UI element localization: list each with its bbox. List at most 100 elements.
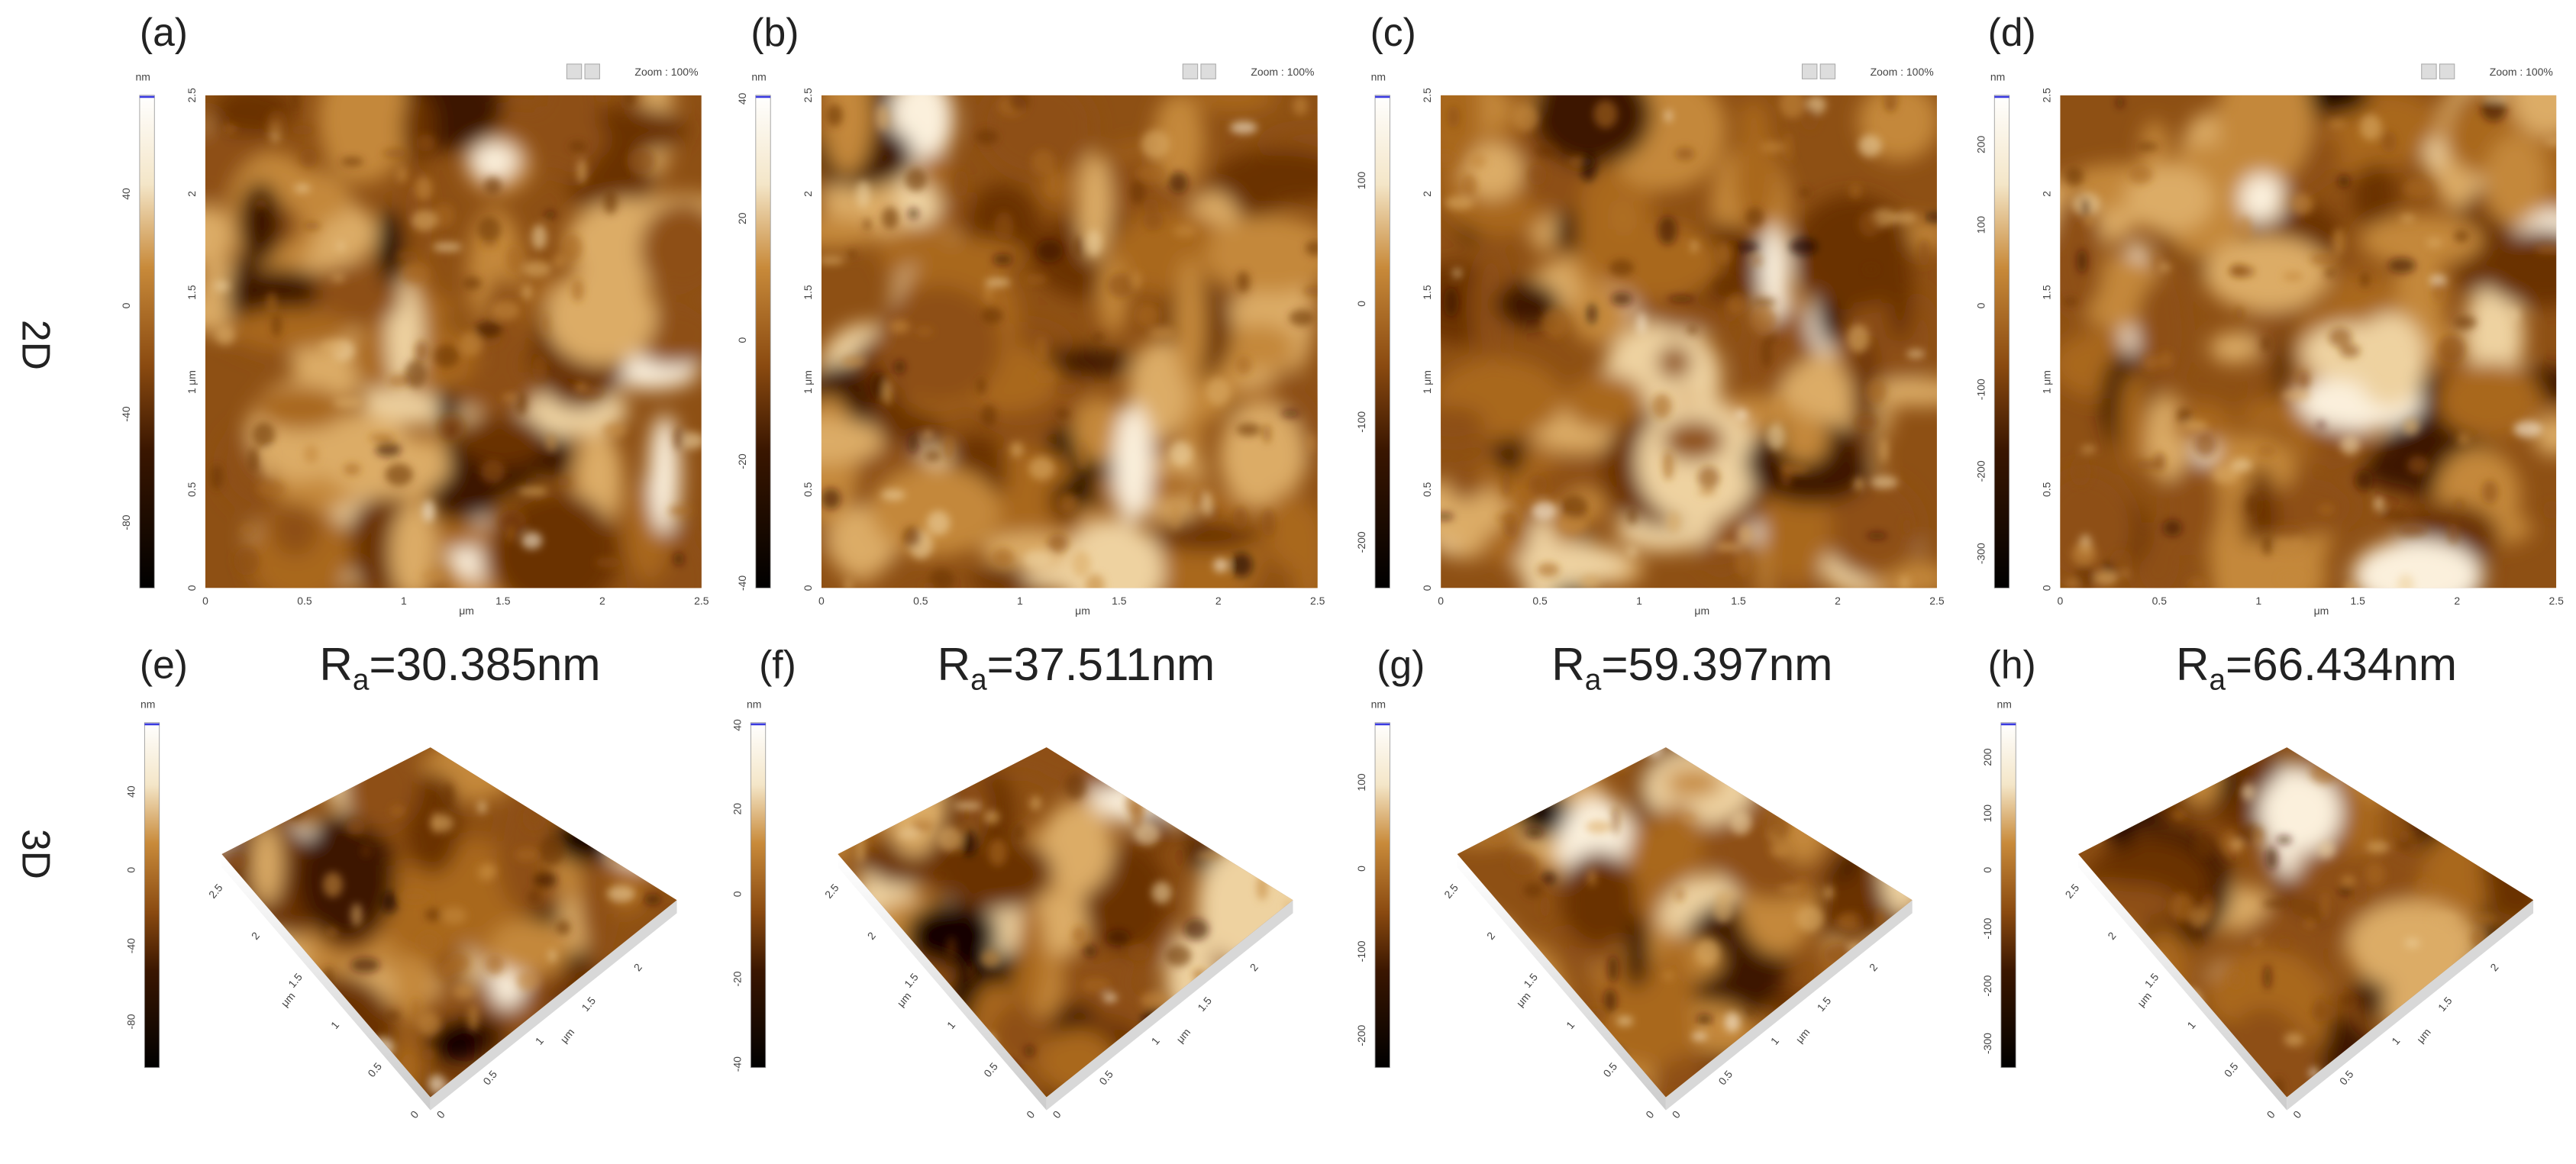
- surface-grain: [2278, 937, 2291, 950]
- x-tick-label: 2: [599, 595, 605, 607]
- surface-blob: [1457, 937, 1531, 1028]
- surface-grain: [1009, 95, 1030, 111]
- surface-grain: [1106, 929, 1131, 946]
- surface-blob: [2060, 195, 2105, 316]
- surface-grain: [821, 95, 1318, 588]
- x-tick-label: 0.5: [913, 595, 928, 607]
- right-axis-tick-label: 2: [1248, 961, 1261, 973]
- surface-grain: [290, 125, 315, 135]
- surface-blob: [390, 503, 437, 588]
- surface-grain: [1257, 874, 1268, 901]
- surface-grain: [654, 1052, 665, 1082]
- surface-grain: [946, 937, 957, 959]
- surface-blob: [2472, 802, 2510, 852]
- colorbar-tick-label: -20: [736, 453, 748, 469]
- surface-grain: [1858, 210, 1881, 237]
- surface-blob: [1167, 1079, 1264, 1098]
- surface-blob: [1222, 956, 1293, 1047]
- roughness-value: =30.385nm: [369, 638, 600, 690]
- left-axis-tick-label: 0: [408, 1108, 421, 1120]
- surface-grain: [2235, 307, 2243, 321]
- row-label: 2D: [14, 320, 58, 370]
- surface-grain: [1047, 168, 1058, 198]
- surface-grain: [2159, 351, 2174, 369]
- surface-grain: [1141, 130, 1170, 159]
- surface-grain: [604, 1027, 631, 1043]
- surface-blob: [376, 208, 405, 286]
- surface-grain: [2310, 253, 2339, 266]
- surface-grain: [1535, 143, 1559, 158]
- surface-grain: [2341, 750, 2363, 779]
- surface-blob: [875, 285, 1002, 405]
- surface-grain: [1303, 286, 1318, 295]
- surface-grain: [1460, 173, 1477, 198]
- surface-grain: [1727, 293, 1747, 314]
- surface-grain: [1025, 276, 1048, 283]
- surface-blob: [1235, 962, 1293, 1026]
- surface-grain: [1086, 229, 1102, 256]
- surface-blob: [579, 836, 615, 956]
- colorbar-tick-label: 100: [1974, 216, 1987, 234]
- surface-grain: [1213, 558, 1228, 572]
- surface-grain: [2403, 178, 2433, 199]
- surface-blob: [1564, 374, 1647, 430]
- surface-blob: [1457, 973, 1518, 1057]
- surface-blob: [1595, 223, 1722, 300]
- surface-grain: [2284, 1033, 2304, 1046]
- surface-grain: [1502, 469, 1511, 498]
- surface-blob: [1532, 95, 1652, 167]
- surface-grain: [2418, 878, 2431, 892]
- surface-grain: [2276, 835, 2293, 845]
- surface-blobs: [205, 95, 702, 588]
- surface-grain: [1822, 1036, 1842, 1046]
- surface-blob: [1215, 995, 1293, 1053]
- surface-grain: [1558, 514, 1587, 534]
- surface-grain: [1880, 437, 1888, 463]
- colorbar-tick-label: -300: [1981, 1033, 1993, 1054]
- surface-grain: [1695, 939, 1719, 966]
- surface-grain: [2265, 846, 2278, 870]
- surface-grain: [1714, 542, 1742, 552]
- x-tick-label: 1: [401, 595, 407, 607]
- surface-blob: [838, 990, 924, 1098]
- surface-grain: [1616, 1015, 1634, 1027]
- surface-grain: [888, 1081, 915, 1096]
- surface-grain: [1730, 811, 1752, 835]
- surface-blob: [318, 95, 411, 183]
- left-axis-tick-label: 1.5: [902, 971, 921, 990]
- colorbar-unit: nm: [747, 698, 761, 710]
- surface-grain: [1876, 909, 1886, 928]
- surface-grain: [1033, 372, 1057, 381]
- surface-grain: [553, 254, 566, 269]
- surface-grain: [411, 209, 437, 231]
- x-tick-label: 1: [1017, 595, 1023, 607]
- surface-grain: [579, 386, 604, 398]
- surface-side: [1046, 900, 1293, 1111]
- surface-grain: [2535, 245, 2557, 253]
- roughness-symbol: R: [2176, 638, 2210, 690]
- surface-grain: [361, 844, 371, 858]
- left-axis-unit: μm: [2135, 990, 2154, 1009]
- surface-grain: [623, 95, 636, 107]
- surface-grain: [375, 442, 402, 457]
- surface-grain: [369, 433, 395, 442]
- surface-grain: [2494, 1093, 2513, 1098]
- surface-grain: [556, 920, 571, 936]
- surface-grain: [1628, 507, 1637, 525]
- surface-grain: [485, 954, 505, 975]
- surface-grain: [2093, 570, 2118, 586]
- right-axis-unit: μm: [1793, 1026, 1813, 1045]
- surface-grain: [417, 931, 441, 953]
- surface-grain: [1652, 393, 1672, 419]
- surface-grain: [2161, 995, 2186, 1017]
- right-axis-tick-label: 2: [631, 961, 644, 973]
- surface-blob: [2181, 747, 2221, 808]
- colorbar-unit: nm: [751, 70, 766, 82]
- surface-grain: [2403, 418, 2419, 436]
- colorbar-tick-label: -100: [1974, 379, 1987, 400]
- colorbar-tick-label: 20: [736, 212, 748, 224]
- colorbar-tick-label: -40: [120, 406, 132, 421]
- surface-grain: [385, 1011, 401, 1021]
- surface-grain: [1774, 395, 1786, 424]
- surface-grain: [876, 104, 889, 131]
